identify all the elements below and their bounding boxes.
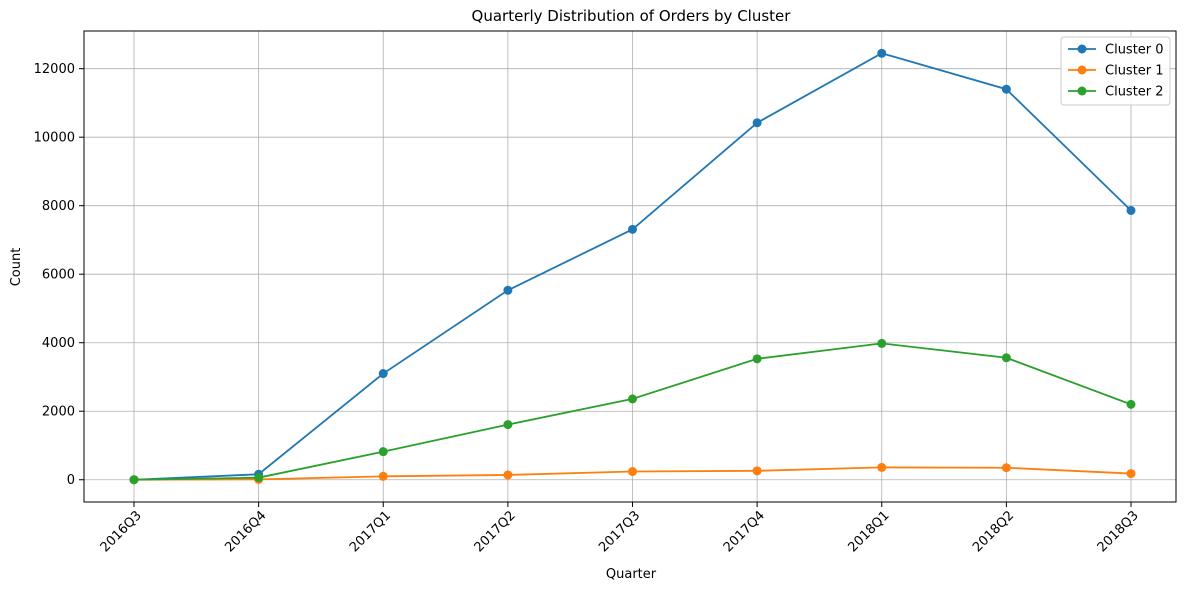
data-point: [752, 354, 762, 364]
legend-swatch-marker: [1077, 65, 1087, 75]
legend-label: Cluster 2: [1105, 85, 1164, 100]
y-tick-label: 4000: [42, 336, 75, 351]
x-tick-label: 2018Q2: [970, 508, 1017, 555]
x-tick-label: 2017Q2: [472, 508, 519, 555]
legend-label: Cluster 1: [1105, 64, 1164, 79]
data-point: [628, 467, 637, 477]
data-point: [628, 394, 637, 404]
data-point: [378, 471, 388, 481]
data-point: [877, 48, 887, 58]
data-point: [503, 470, 513, 480]
x-tick-label: 2017Q3: [596, 508, 643, 555]
data-point: [503, 420, 513, 430]
x-axis: 2016Q3 2016Q4 2017Q1 2017Q2 2017Q3 2017Q4 2018…: [98, 502, 1142, 555]
y-tick-label: 8000: [42, 199, 75, 214]
x-tick-label: 2017Q4: [721, 508, 768, 555]
x-tick-label: 2018Q1: [845, 508, 892, 555]
data-point: [752, 466, 762, 476]
legend-swatch-marker: [1077, 44, 1087, 54]
legend-item: Cluster 1: [1068, 64, 1164, 79]
y-tick-label: 2000: [42, 405, 75, 420]
data-point: [1001, 84, 1011, 94]
y-tick-label: 6000: [42, 268, 75, 283]
data-point: [129, 475, 139, 485]
x-tick-label: 2016Q3: [98, 508, 145, 555]
data-point: [503, 285, 513, 295]
x-tick-label: 2018Q3: [1095, 508, 1142, 555]
x-tick-label: 2016Q4: [222, 508, 269, 555]
data-point: [378, 369, 388, 379]
data-point: [628, 224, 637, 234]
data-point: [254, 473, 264, 483]
legend: Cluster 0 Cluster 1 Cluster 2: [1060, 36, 1171, 106]
x-tick-label: 2017Q1: [347, 508, 394, 555]
y-tick-label: 0: [67, 473, 75, 488]
y-tick-label: 12000: [34, 62, 75, 77]
data-point: [1126, 205, 1136, 215]
data-point: [378, 447, 388, 457]
legend-item: Cluster 0: [1068, 43, 1164, 58]
data-point: [877, 462, 887, 472]
data-point: [1001, 353, 1011, 363]
y-tick-label: 10000: [34, 131, 75, 146]
y-axis: 0 2000 4000 6000 8000 10000 12000: [34, 62, 84, 488]
x-axis-label: Quarter: [606, 567, 657, 582]
legend-box: [1060, 36, 1171, 106]
grid-lines: [84, 31, 1176, 502]
legend-label: Cluster 0: [1105, 43, 1164, 58]
data-point: [1001, 463, 1011, 473]
plot-frame: [83, 30, 1177, 503]
legend-item: Cluster 2: [1068, 85, 1164, 100]
y-axis-label: Count: [9, 248, 24, 287]
data-point: [1126, 399, 1136, 409]
data-point: [877, 338, 887, 348]
data-point: [752, 118, 762, 128]
data-point: [1126, 469, 1136, 479]
series-layer: [129, 48, 1136, 485]
legend-swatch-marker: [1077, 86, 1087, 96]
chart-title: Quarterly Distribution of Orders by Clus…: [472, 7, 792, 25]
series-2: [129, 338, 1136, 485]
